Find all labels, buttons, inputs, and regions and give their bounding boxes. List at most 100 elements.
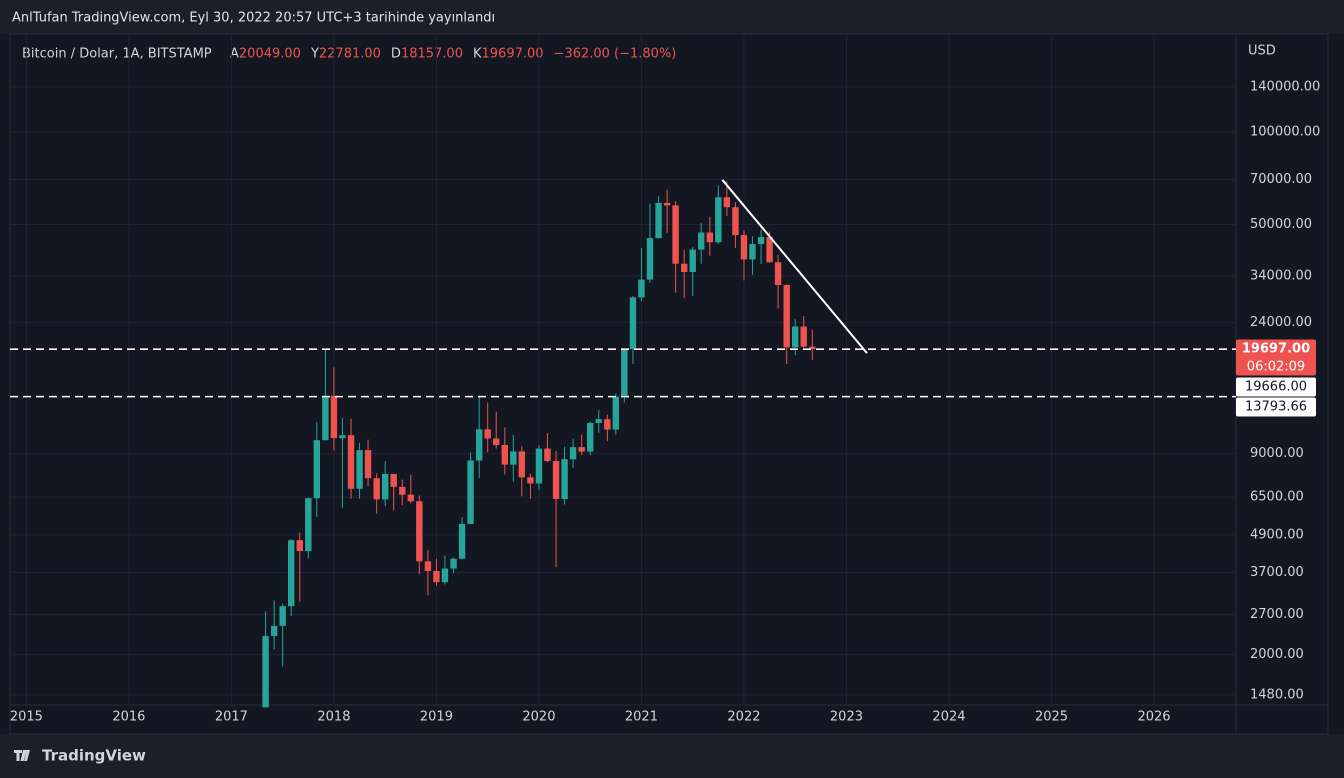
candle-body (655, 202, 662, 239)
candle-body (757, 237, 765, 245)
price-label: 19697.00 (1242, 341, 1310, 356)
ohlc-value: 22781.00 (319, 47, 381, 62)
ohlc-value: 20049.00 (239, 47, 301, 62)
candle-body (680, 263, 688, 273)
logo-text: TradingView (42, 747, 146, 765)
y-tick-label: 3700.00 (1250, 565, 1304, 580)
candle-body (492, 438, 500, 446)
candle-body (424, 561, 432, 571)
candle-body (416, 501, 423, 562)
y-tick-label: 24000.00 (1250, 315, 1312, 330)
publisher: AnlTufan TradingView.com, Eyl 30, 2022 2… (12, 11, 495, 26)
x-tick-label: 2015 (10, 710, 43, 725)
candle-body (774, 262, 782, 285)
candle-body (569, 447, 577, 460)
x-tick-label: 2017 (215, 710, 248, 725)
candle-body (262, 635, 269, 708)
candle-body (809, 346, 816, 349)
candle-body (544, 448, 551, 461)
candle-body (270, 625, 278, 636)
x-tick-label: 2026 (1137, 710, 1170, 725)
header-bar (0, 0, 1344, 34)
price-label-box (1236, 377, 1316, 397)
countdown: 06:02:09 (1247, 359, 1305, 374)
candle-body (287, 540, 295, 607)
candle-body (356, 450, 363, 489)
candle-body (441, 568, 449, 583)
candle-body (373, 478, 380, 500)
candle-body (740, 235, 748, 260)
price-label-box (1236, 339, 1316, 376)
logo: TradingView (14, 747, 146, 765)
candle-body (399, 486, 406, 495)
ohlc-key: D (391, 47, 401, 62)
y-tick-label: 2000.00 (1250, 647, 1304, 662)
candle-body (663, 202, 671, 206)
y-tick-label: 100000.00 (1250, 124, 1320, 139)
candle-body (621, 348, 628, 397)
price-label: 13793.66 (1245, 399, 1307, 414)
candle-body (510, 451, 517, 465)
x-tick-label: 2023 (830, 710, 863, 725)
candle-body (792, 326, 799, 348)
ohlc-key: A (230, 47, 239, 62)
x-tick-label: 2024 (932, 710, 965, 725)
candle-body (706, 232, 714, 243)
candle-body (518, 451, 526, 478)
y-tick-label: 34000.00 (1250, 269, 1312, 284)
candle-body (347, 435, 355, 489)
candle-body (381, 473, 389, 500)
candle-body (535, 448, 543, 484)
candle-body (305, 498, 312, 552)
y-tick-label: 2700.00 (1250, 607, 1304, 622)
candle-body (364, 450, 372, 479)
footer-bar (0, 734, 1344, 778)
candle-body (561, 459, 568, 500)
x-tick-label: 2018 (317, 710, 350, 725)
candle-body (330, 395, 338, 439)
trend-line (721, 179, 868, 354)
candle-body (407, 494, 415, 502)
candle-body (339, 435, 346, 439)
y-tick-label: 9000.00 (1250, 446, 1304, 461)
candle-body (313, 440, 321, 499)
candle-body (612, 396, 620, 430)
x-tick-label: 2021 (625, 710, 658, 725)
candle-body (732, 207, 739, 236)
candle-body (501, 445, 509, 465)
x-tick-label: 2016 (112, 710, 145, 725)
candle-body (604, 419, 611, 430)
x-tick-label: 2019 (420, 710, 453, 725)
candle-body (484, 429, 491, 439)
currency: USD (1248, 44, 1276, 59)
candle-body (638, 279, 645, 298)
y-tick-label: 6500.00 (1250, 490, 1304, 505)
x-tick-label: 2025 (1035, 710, 1068, 725)
candle-body (646, 238, 654, 280)
y-tick-label: 4900.00 (1250, 527, 1304, 542)
ohlc-value: 18157.00 (401, 47, 463, 62)
candle-body (390, 473, 397, 487)
candle-body (629, 297, 637, 349)
ohlc-value: 19697.00 (482, 47, 544, 62)
candle-body (723, 197, 731, 208)
candle-body (450, 558, 457, 569)
candle-body (458, 523, 466, 559)
logo-icon (14, 750, 30, 761)
candle-body (586, 422, 594, 452)
x-tick-label: 2022 (727, 710, 760, 725)
plot-frame (9, 33, 1329, 735)
candle-body (689, 249, 696, 273)
candle-body (475, 429, 483, 461)
candle-body (595, 419, 602, 423)
candle-body (698, 232, 705, 250)
candle-body (800, 326, 807, 347)
ohlc-key: Y (310, 47, 319, 62)
candle-body (766, 237, 773, 263)
candle-body (322, 395, 329, 441)
candle-body (467, 460, 474, 524)
y-tick-label: 140000.00 (1250, 79, 1320, 94)
candle-body (433, 570, 440, 583)
